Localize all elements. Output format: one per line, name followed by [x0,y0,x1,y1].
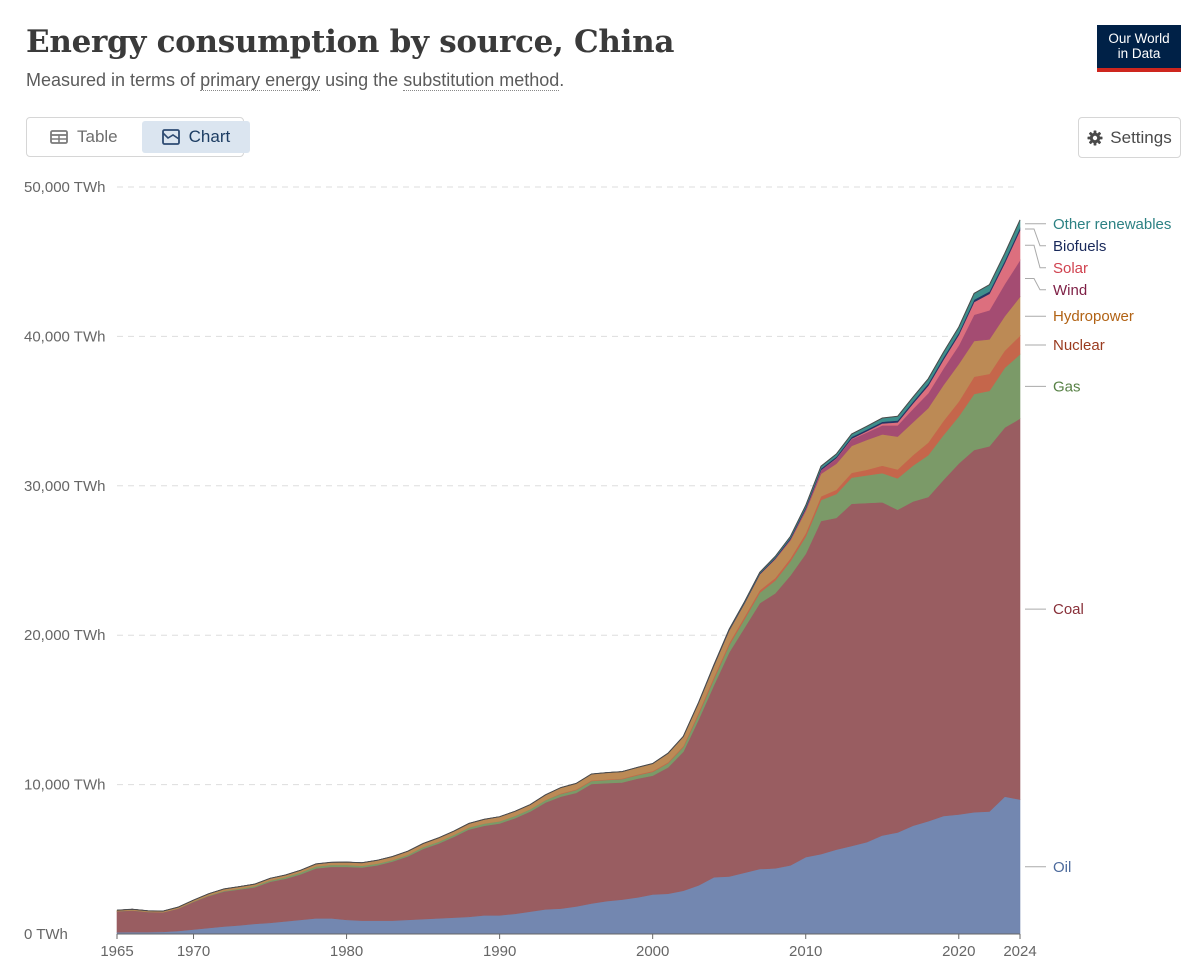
total-outline [116,219,1021,912]
settings-button[interactable]: Settings [1078,117,1181,158]
y-tick-label: 10,000 TWh [24,777,105,794]
y-tick-label: 50,000 TWh [24,179,105,196]
legend-label-wind[interactable]: Wind [1053,282,1087,299]
x-tick-label: 1980 [330,943,363,960]
legend-label-biofuels[interactable]: Biofuels [1053,238,1106,255]
view-tabs: Table Chart [26,117,251,157]
table-icon [50,130,68,144]
y-tick-label: 30,000 TWh [24,478,105,495]
subtitle-text: . [559,70,565,90]
y-tick-label: 40,000 TWh [24,328,105,345]
tab-table[interactable]: Table [30,121,138,153]
chart-subtitle: Measured in terms of primary energy usin… [26,70,564,91]
primary-energy-link[interactable]: primary energy [200,70,321,91]
x-tick-label: 2024 [1003,943,1036,960]
owid-logo[interactable]: Our World in Data [1097,25,1181,72]
x-tick-label: 1970 [177,943,210,960]
x-tick-label: 2020 [942,943,975,960]
legend-label-hydropower[interactable]: Hydropower [1053,308,1134,325]
tab-chart-label: Chart [188,127,231,146]
tab-table-label: Table [77,127,118,146]
stacked-area-chart: 0 TWh 10,000 TWh 20,000 TWh 30,000 TWh 40,00… [24,179,1171,960]
logo-line-2: in Data [1117,46,1161,61]
x-tick-label: 1965 [100,943,133,960]
chart-icon [161,129,180,145]
y-tick-label: 20,000 TWh [24,627,105,644]
gear-icon [1087,130,1103,145]
chart-title: Energy consumption by source, China [26,24,675,60]
legend-label-oil[interactable]: Oil [1053,859,1071,876]
legend-connector [1025,244,1046,269]
logo-line-1: Our World [1108,31,1170,46]
legend-connector [1025,228,1046,247]
subtitle-text: using the [320,70,404,90]
x-tick-label: 2000 [636,943,669,960]
x-tick-label: 2010 [789,943,822,960]
legend-label-other-renewables[interactable]: Other renewables [1053,216,1171,233]
substitution-method-link[interactable]: substitution method [403,70,560,91]
legend-label-gas[interactable]: Gas [1053,378,1081,395]
subtitle-text: Measured in terms of [26,70,201,90]
x-tick-label: 1990 [483,943,516,960]
legend-label-nuclear[interactable]: Nuclear [1053,337,1105,354]
legend-label-solar[interactable]: Solar [1053,260,1088,277]
y-tick-label: 0 TWh [24,926,68,943]
legend-connector [1025,278,1046,291]
settings-label: Settings [1110,127,1172,147]
tab-chart[interactable]: Chart [141,121,251,153]
legend-label-coal[interactable]: Coal [1053,601,1084,618]
